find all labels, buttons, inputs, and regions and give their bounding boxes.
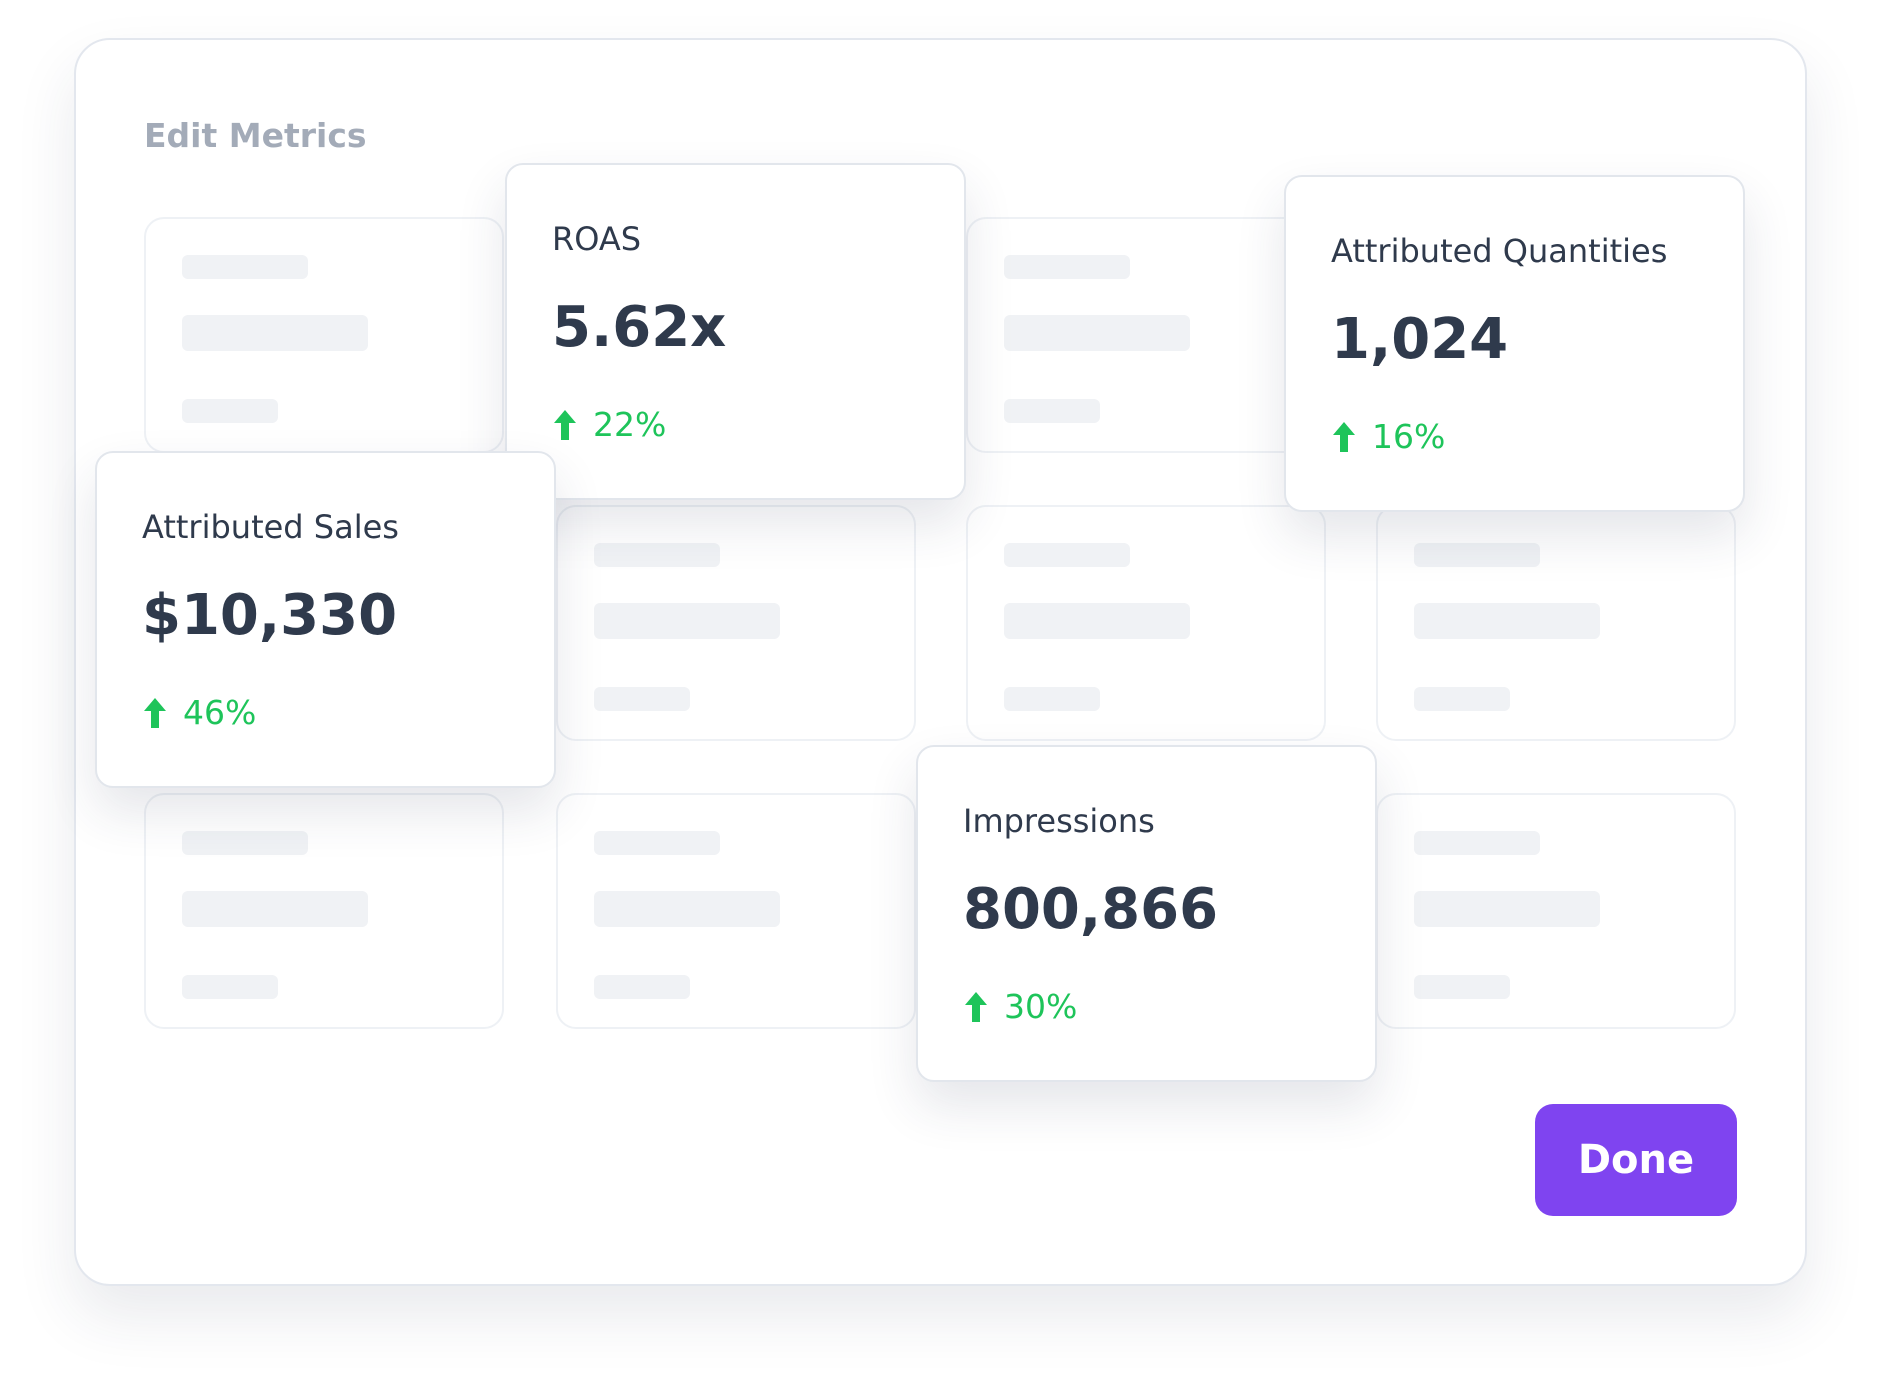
placeholder-bar <box>1004 543 1130 567</box>
metric-title: Attributed Quantities <box>1331 232 1668 270</box>
up-arrow <box>554 410 576 440</box>
metric-title: ROAS <box>552 220 642 258</box>
placeholder-bar <box>1414 975 1510 999</box>
placeholder-card <box>1376 793 1736 1029</box>
placeholder-card <box>144 793 504 1029</box>
placeholder-bar <box>594 891 780 927</box>
metric-value: 1,024 <box>1331 307 1509 372</box>
placeholder-bar <box>1004 315 1190 351</box>
placeholder-bar <box>1414 603 1600 639</box>
metric-change: 30% <box>1004 987 1078 1026</box>
placeholder-bar <box>1004 255 1130 279</box>
placeholder-bar <box>594 687 690 711</box>
placeholder-bar <box>182 891 368 927</box>
metric-value: 5.62x <box>552 295 727 360</box>
placeholder-card <box>966 217 1326 453</box>
placeholder-card <box>144 217 504 453</box>
placeholder-card <box>1376 505 1736 741</box>
placeholder-bar <box>1414 543 1540 567</box>
placeholder-bar <box>594 831 720 855</box>
metric-change: 16% <box>1372 417 1446 456</box>
placeholder-bar <box>182 831 308 855</box>
metric-change: 22% <box>593 405 667 444</box>
done-button[interactable]: Done <box>1535 1104 1737 1216</box>
placeholder-bar <box>182 315 368 351</box>
metric-title: Impressions <box>963 802 1155 840</box>
up-arrow <box>965 992 987 1022</box>
placeholder-bar <box>594 543 720 567</box>
placeholder-bar <box>1004 687 1100 711</box>
metric-value: 800,866 <box>963 877 1219 942</box>
metric-change: 46% <box>183 693 257 732</box>
placeholder-card <box>556 505 916 741</box>
placeholder-bar <box>1004 603 1190 639</box>
metric-title: Attributed Sales <box>142 508 399 546</box>
placeholder-card <box>556 793 916 1029</box>
placeholder-bar <box>1414 831 1540 855</box>
metric-card[interactable]: Impressions 800,866 30% <box>916 745 1377 1082</box>
up-arrow <box>1333 422 1355 452</box>
metric-card[interactable]: ROAS 5.62x 22% <box>505 163 966 500</box>
metric-value: $10,330 <box>142 583 398 648</box>
placeholder-bar <box>182 399 278 423</box>
placeholder-bar <box>1414 687 1510 711</box>
up-arrow <box>144 698 166 728</box>
placeholder-bar <box>594 603 780 639</box>
placeholder-bar <box>182 255 308 279</box>
metric-card[interactable]: Attributed Quantities 1,024 16% <box>1284 175 1745 512</box>
placeholder-bar <box>182 975 278 999</box>
placeholder-bar <box>1004 399 1100 423</box>
placeholder-bar <box>594 975 690 999</box>
metric-card[interactable]: Attributed Sales $10,330 46% <box>95 451 556 788</box>
placeholder-card <box>966 505 1326 741</box>
placeholder-bar <box>1414 891 1600 927</box>
modal-title: Edit Metrics <box>144 116 367 155</box>
